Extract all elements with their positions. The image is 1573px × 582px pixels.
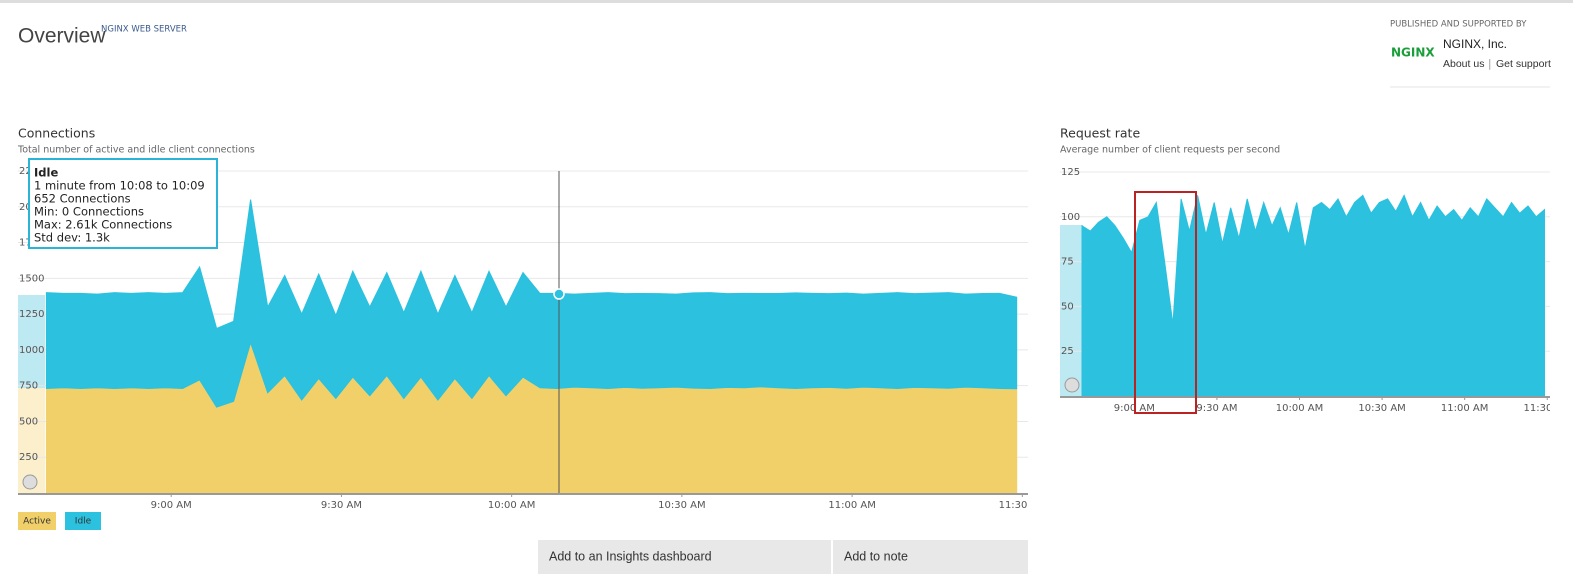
- x-tick-label: 10:30 AM: [658, 500, 705, 511]
- y-tick-label: 25: [1061, 346, 1074, 357]
- tooltip-line: Max: 2.61k Connections: [34, 218, 172, 232]
- y-tick-label: 125: [1061, 167, 1080, 178]
- legend-label: Idle: [75, 517, 92, 527]
- x-tick-label: 9:30 AM: [1196, 403, 1237, 414]
- button-label[interactable]: Add to note: [844, 549, 908, 563]
- tooltip-box: [28, 158, 218, 249]
- x-tick-label: 11:00 AM: [1441, 403, 1488, 414]
- tooltip-line: 1 minute from 10:08 to 10:09: [34, 179, 205, 193]
- y-tick-label: 1500: [19, 273, 44, 284]
- axis-line: [18, 493, 1028, 495]
- chart-subtitle: Average number of client requests per se…: [1060, 145, 1280, 156]
- x-tick-label: 10:00 AM: [1276, 403, 1323, 414]
- x-tick-label: 11:00 AM: [828, 500, 875, 511]
- button[interactable]: [538, 540, 831, 574]
- chart-title: Connections: [18, 126, 95, 141]
- page-subtitle: NGINX WEB SERVER: [101, 25, 187, 35]
- idle-area: [45, 199, 1018, 408]
- connections-chart: 2505007501000125015001750200022509:00 AM…: [18, 166, 1046, 511]
- tooltip-line: Std dev: 1.3k: [34, 231, 110, 245]
- y-tick-label: 250: [19, 452, 38, 463]
- x-tick-label: 11:30 AM: [999, 500, 1046, 511]
- y-tick-label: 500: [19, 416, 38, 427]
- top-bar: [0, 0, 1573, 3]
- tooltip-title: Idle: [34, 166, 58, 180]
- separator: |: [1488, 58, 1492, 70]
- link[interactable]: About us: [1443, 58, 1484, 70]
- tooltip-line: 652 Connections: [34, 192, 131, 206]
- publisher: NGINX, Inc.: [1443, 37, 1507, 51]
- scroll-icon[interactable]: [1064, 377, 1080, 393]
- button[interactable]: [833, 540, 1028, 574]
- axis-line: [1060, 396, 1550, 398]
- chart-subtitle: Total number of active and idle client c…: [17, 145, 255, 156]
- tooltip-line: Min: 0 Connections: [34, 205, 144, 219]
- button-label[interactable]: Add to an Insights dashboard: [549, 549, 712, 563]
- pale-band: [1060, 225, 1083, 396]
- y-tick-label: 1250: [19, 309, 44, 320]
- legend-swatch[interactable]: [65, 512, 101, 530]
- x-tick-label: 9:30 AM: [321, 500, 362, 511]
- y-tick-label: 100: [1061, 212, 1080, 223]
- request-area: [1081, 194, 1545, 397]
- x-tick-label: 9:00 AM: [151, 500, 192, 511]
- x-tick-label: 10:30 AM: [1358, 403, 1405, 414]
- y-tick-label: 50: [1061, 301, 1074, 312]
- link[interactable]: Get support: [1496, 58, 1551, 70]
- legend-label: Active: [23, 517, 51, 527]
- x-tick-label: 11:30 AM: [1524, 403, 1571, 414]
- published-label: PUBLISHED AND SUPPORTED BY: [1390, 20, 1527, 30]
- highlight-box: [1134, 191, 1197, 414]
- scroll-icon[interactable]: [22, 474, 38, 490]
- cursor-dot: [553, 288, 565, 300]
- chart-title: Request rate: [1060, 126, 1140, 141]
- page-title: Overview: [18, 25, 106, 48]
- legend-swatch[interactable]: [18, 512, 56, 530]
- logo: NGINX: [1391, 46, 1435, 60]
- y-tick-label: 1000: [19, 345, 44, 356]
- x-tick-label: 10:00 AM: [488, 500, 535, 511]
- y-tick-label: 75: [1061, 257, 1074, 268]
- y-tick-label: 750: [19, 381, 38, 392]
